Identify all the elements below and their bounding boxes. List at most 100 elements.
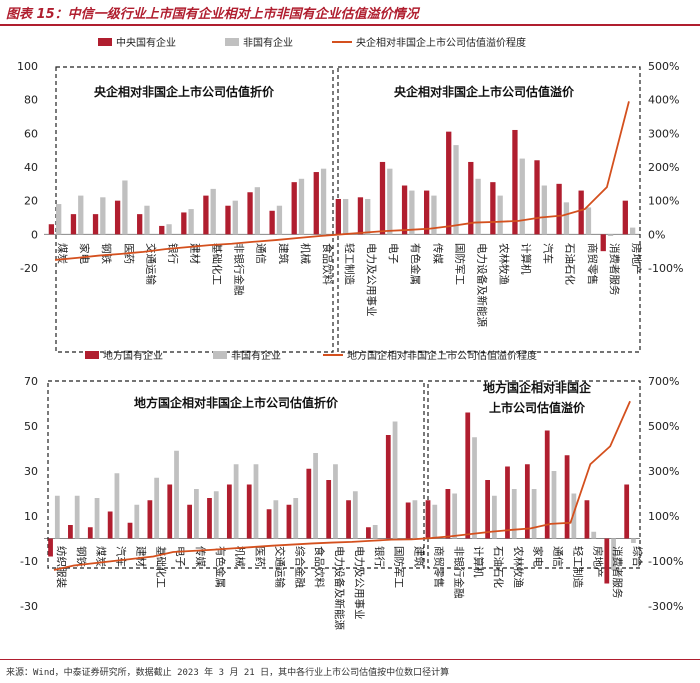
right-axis-tick: 300% [648,127,679,140]
bar-soe [159,225,165,235]
bar-soe [207,498,212,539]
bar-non-soe [352,491,358,539]
category-label: 机械 [299,243,312,264]
bar-soe [512,129,518,235]
category-label: 电子 [174,546,187,567]
bar-non-soe [607,234,614,237]
left-axis-tick: 80 [24,94,38,107]
right-axis-tick: 100% [648,195,679,208]
bar-soe [401,185,408,235]
right-axis-tick: -300% [648,600,683,613]
bar-soe [48,538,53,557]
bar-non-soe [497,195,503,235]
bar-soe [604,538,610,584]
bar-soe [534,160,540,235]
category-label: 煤炭 [95,546,108,567]
bar-non-soe [166,224,172,235]
category-label: 机械 [234,546,247,567]
bar-non-soe [320,168,327,235]
annotation-text: 央企相对非国企上市公司估值溢价 [394,84,575,99]
category-label: 电力及公用事业 [365,243,378,317]
category-label: 医药 [254,546,266,567]
category-label: 汽车 [115,546,128,567]
category-label: 家电 [532,546,545,567]
bar-soe [107,511,113,539]
bar-non-soe [122,180,128,235]
bar-non-soe [100,197,106,235]
annotation-text: 地方国企相对非国企上市公司估值折价 [134,395,339,410]
legend-label-premium-line: 地方国企相对非国企上市公司估值溢价程度 [347,349,537,362]
category-label: 汽车 [542,243,555,264]
bar-soe [137,214,143,235]
category-label: 国防军工 [453,243,466,285]
bar-soe [564,455,570,539]
category-label: 基础化工 [211,243,224,285]
bar-soe [247,192,253,235]
category-label: 食品饮料 [313,546,326,588]
left-axis-tick: -10 [20,555,38,568]
category-label: 计算机 [520,243,533,275]
bar-non-soe [154,477,160,539]
legend-label-non-soe: 非国有企业 [243,36,293,49]
bar-soe [505,466,510,539]
bar-soe [306,468,312,539]
category-label: 交通运输 [273,546,286,588]
bar-non-soe [276,205,283,235]
category-label: 商贸零售 [432,546,445,588]
category-label: 基础化工 [154,546,167,588]
category-label: 农林牧渔 [498,243,511,285]
bar-soe [600,234,606,252]
bar-soe [225,205,231,235]
bar-non-soe [409,190,415,235]
category-label: 非银行金融 [452,546,465,599]
right-axis-tick: 500% [648,420,679,433]
bar-non-soe [333,464,338,539]
category-label: 国防军工 [393,546,406,588]
left-axis-tick: 70 [24,375,38,388]
left-axis-tick: 100 [17,60,38,73]
bar-soe [87,527,93,539]
category-label: 建材 [188,243,201,264]
category-label: 商贸零售 [586,243,599,285]
bar-non-soe [293,498,299,539]
bar-soe [203,195,209,235]
category-label: 计算机 [472,546,485,578]
category-label: 轻工制造 [343,243,356,285]
right-axis-tick: 200% [648,161,679,174]
left-axis-tick: 60 [24,127,38,140]
source-divider [0,659,700,660]
left-axis-tick: -30 [20,600,38,613]
category-label: 综合金融 [293,546,306,588]
left-axis-tick: 0 [31,228,38,241]
bar-non-soe [519,158,525,235]
category-label: 电力及公用事业 [353,546,366,620]
bar-non-soe [372,525,378,539]
bar-soe [445,489,451,539]
legend-swatch-non-soe [213,351,227,359]
bar-non-soe [387,168,393,235]
premium-line-series [54,101,630,261]
bar-non-soe [541,185,547,235]
category-label: 电力设备及新能源 [333,546,346,630]
category-label: 建筑 [277,243,290,264]
bar-non-soe [56,204,62,235]
bar-non-soe [591,531,597,539]
bar-non-soe [631,538,636,543]
category-label: 农林牧渔 [512,546,525,588]
bar-soe [556,183,562,235]
bar-soe [114,200,121,235]
bar-soe [70,214,77,235]
category-label: 钢铁 [100,243,113,264]
category-label: 有色金属 [214,546,227,588]
bar-soe [269,210,275,235]
bar-soe [465,412,471,539]
bar-soe [187,504,192,539]
right-axis-tick: -100% [648,555,683,568]
bar-soe [524,464,530,539]
bar-non-soe [144,205,150,235]
category-label: 通信 [255,243,267,264]
category-label: 家电 [78,243,91,264]
bar-soe [48,224,55,235]
bar-non-soe [298,178,305,235]
category-label: 石油石化 [564,243,577,285]
